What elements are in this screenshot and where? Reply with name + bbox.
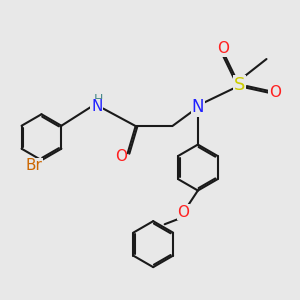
Text: N: N [192, 98, 204, 116]
Text: N: N [91, 99, 102, 114]
Text: S: S [234, 76, 245, 94]
Text: O: O [269, 85, 281, 100]
Text: O: O [178, 205, 190, 220]
Text: O: O [115, 149, 127, 164]
Text: H: H [94, 93, 104, 106]
Text: Br: Br [25, 158, 42, 173]
Text: O: O [218, 41, 230, 56]
